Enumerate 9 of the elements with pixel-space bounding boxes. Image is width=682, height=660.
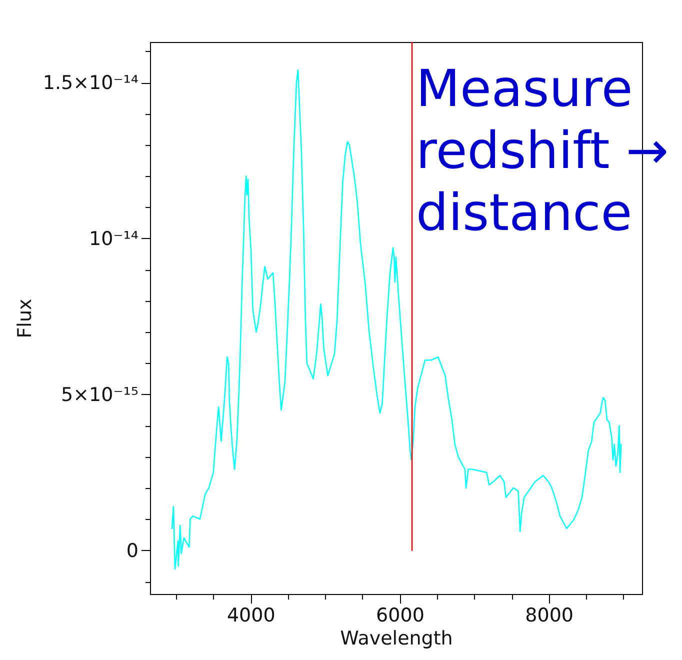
x-tick-label: 6000 (376, 604, 424, 626)
y-tick-label: 10⁻¹⁴ (89, 228, 139, 250)
x-tick-label: 4000 (226, 604, 276, 626)
y-tick-label: 1.5×10⁻¹⁴ (42, 72, 139, 94)
x-tick-label: 8000 (525, 604, 574, 626)
y-tick-label: 5×10⁻¹⁵ (61, 384, 138, 406)
y-axis-title: Flux (14, 298, 36, 338)
x-axis-title: Wavelength (340, 628, 453, 650)
y-tick-label: 0 (126, 540, 138, 562)
